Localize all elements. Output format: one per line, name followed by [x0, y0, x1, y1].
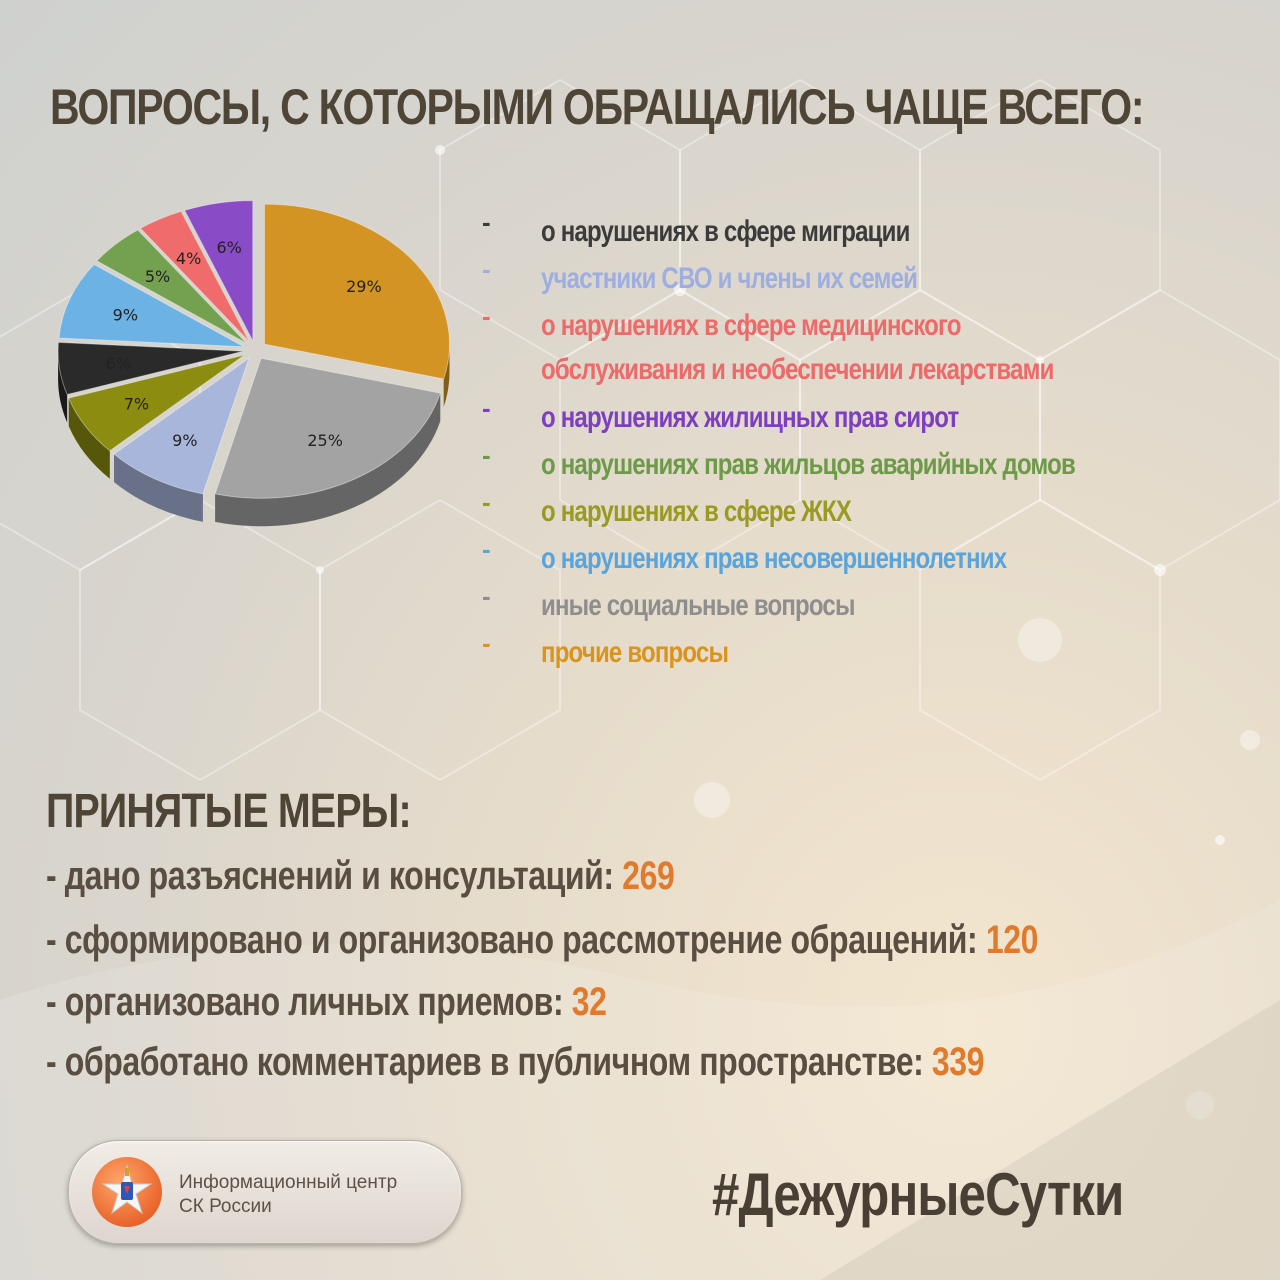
measure-item: - сформировано и организовано рассмотрен…	[46, 918, 1038, 963]
pie-slice	[214, 357, 441, 499]
legend-dash: -	[482, 254, 491, 284]
legend-item: - о нарушениях в сфере ЖКХ	[478, 485, 1258, 532]
measure-item: - обработано комментариев в публичном пр…	[46, 1040, 984, 1085]
pie-slice-label: 5%	[145, 267, 170, 286]
legend-label: о нарушениях жилищных прав сирот	[541, 396, 959, 440]
legend-label-line: о нарушениях прав несовершеннолетних	[541, 542, 1007, 575]
legend-label-line: о нарушениях в сфере медицинского	[541, 309, 961, 342]
pie-slice-side	[58, 351, 68, 423]
pie-slice	[96, 229, 247, 344]
legend-label: иные социальные вопросы	[541, 584, 855, 628]
legend-label-line: прочие вопросы	[541, 636, 729, 669]
pie-slice	[113, 356, 250, 495]
measure-value: 269	[622, 854, 675, 898]
legend-label: участники СВО и члены их семей	[541, 257, 918, 301]
legend-item: - о нарушениях жилищных прав сирот	[478, 391, 1258, 438]
measure-item: - организовано личных приемов: 32	[46, 980, 607, 1025]
legend-label: о нарушениях в сфере ЖКХ	[541, 490, 852, 534]
legend-dash: -	[482, 440, 491, 470]
pie-slice	[68, 354, 245, 452]
pie-slice	[139, 210, 250, 342]
legend-label-line: о нарушениях в сфере ЖКХ	[541, 495, 852, 528]
legend-item: - участники СВО и члены их семей	[478, 252, 1258, 299]
legend-label-line: участники СВО и члены их семей	[541, 262, 918, 295]
logo-line-2: СК России	[179, 1196, 272, 1217]
pie-slice-side	[215, 393, 441, 527]
hashtag: #ДежурныеСутки	[712, 1161, 1124, 1228]
legend-item: - о нарушениях прав жильцов аварийных дом…	[478, 438, 1258, 485]
measure-value: 32	[571, 980, 607, 1024]
sk-emblem-icon	[92, 1157, 162, 1227]
legend-item: - о нарушениях в сфере медицинского обслуж…	[478, 299, 1258, 391]
legend-item: - прочие вопросы	[478, 626, 1258, 673]
chart-legend: - о нарушениях в сфере миграции - участники…	[478, 205, 1258, 673]
pie-slice-label: 29%	[346, 277, 382, 296]
pie-slice-side	[114, 454, 203, 522]
legend-item: - иные социальные вопросы	[478, 579, 1258, 626]
legend-label-line: о нарушениях в сфере миграции	[541, 215, 910, 248]
pie-chart: 29% 25% 9% 7% 6% 9% 5% 4% 6%	[57, 200, 450, 527]
pie-slice-label: 6%	[106, 354, 131, 373]
sk-russia-logo: Информационный центр СК России	[68, 1140, 462, 1244]
pie-slice-label: 25%	[307, 431, 343, 450]
legend-label-line: о нарушениях жилищных прав сирот	[541, 401, 959, 434]
logo-line-1: Информационный центр	[179, 1172, 398, 1193]
pie-slice-label: 7%	[124, 394, 149, 413]
legend-dash: -	[482, 393, 491, 423]
legend-dash: -	[482, 628, 491, 658]
legend-item: - о нарушениях в сфере миграции	[478, 205, 1258, 252]
legend-item: - о нарушениях прав несовершеннолетних	[478, 532, 1258, 579]
legend-label: о нарушениях прав несовершеннолетних	[541, 537, 1007, 581]
measure-value: 120	[985, 918, 1039, 962]
legend-dash: -	[482, 581, 491, 611]
legend-dash: -	[482, 301, 491, 331]
legend-label-line: обслуживания и необеспечении лекарствами	[541, 353, 1054, 386]
pie-slice-label: 4%	[176, 249, 201, 268]
legend-label: прочие вопросы	[541, 631, 729, 675]
page-title: ВОПРОСЫ, С КОТОРЫМИ ОБРАЩАЛИСЬ ЧАЩЕ ВСЕГ…	[50, 79, 1145, 135]
pie-slice	[57, 341, 244, 396]
measures-title: ПРИНЯТЫЕ МЕРЫ:	[46, 785, 412, 838]
legend-label-line: о нарушениях прав жильцов аварийных домо…	[541, 448, 1076, 481]
measure-value: 339	[931, 1040, 985, 1084]
pie-slice-side	[443, 344, 450, 407]
legend-dash: -	[482, 207, 491, 237]
pie-slice-label: 6%	[216, 238, 241, 257]
measure-label: - организовано личных приемов:	[46, 980, 572, 1024]
pie-slice	[183, 200, 254, 341]
pie-slice	[263, 203, 450, 380]
legend-label: о нарушениях в сфере медицинского обслужи…	[541, 304, 1054, 392]
pie-slice	[58, 263, 244, 348]
measure-label: - обработано комментариев в публичном пр…	[46, 1040, 932, 1084]
pie-slice-label: 9%	[172, 431, 197, 450]
measure-label: - сформировано и организовано рассмотрен…	[46, 918, 986, 962]
legend-label: о нарушениях прав жильцов аварийных домо…	[541, 443, 1076, 487]
legend-dash: -	[482, 534, 491, 564]
legend-label: о нарушениях в сфере миграции	[541, 210, 910, 254]
measure-item: - дано разъяснений и консультаций: 269	[46, 854, 675, 899]
measure-label: - дано разъяснений и консультаций:	[46, 854, 623, 898]
legend-label-line: иные социальные вопросы	[541, 589, 855, 622]
legend-dash: -	[482, 487, 491, 517]
pie-slice-label: 9%	[113, 306, 138, 325]
pie-slice-side	[68, 398, 110, 479]
